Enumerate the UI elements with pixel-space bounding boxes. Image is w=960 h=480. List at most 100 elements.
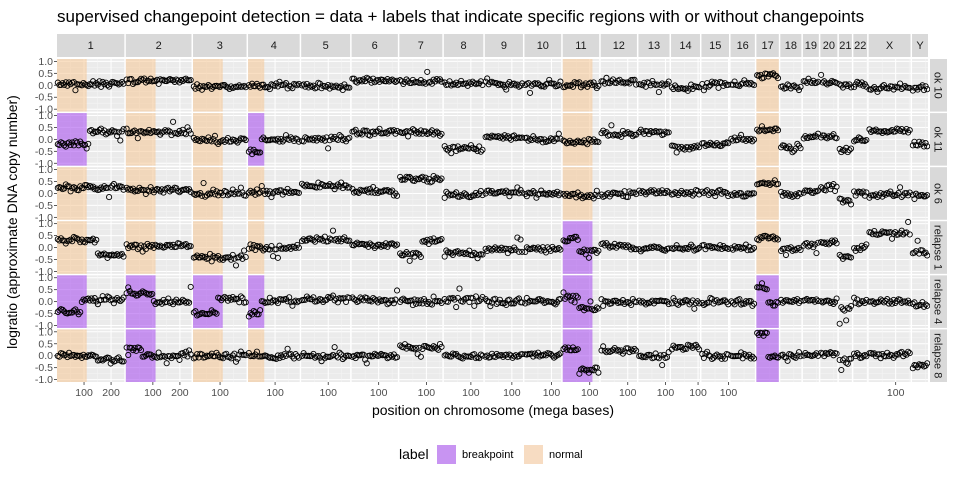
data-point (855, 80, 862, 87)
data-point (83, 182, 90, 189)
data-point (387, 127, 394, 134)
data-point (618, 133, 625, 140)
data-point (624, 194, 631, 201)
data-point (595, 139, 602, 146)
data-point (274, 188, 281, 195)
data-point (394, 77, 401, 84)
data-point (247, 187, 254, 194)
strip-label-chr-9: 9 (501, 40, 507, 52)
data-point (847, 84, 855, 91)
data-point (186, 347, 193, 354)
data-point (346, 184, 353, 191)
data-point (791, 192, 798, 199)
data-point (496, 80, 503, 87)
data-point (362, 356, 369, 363)
data-point (794, 140, 801, 147)
data-point (284, 298, 291, 305)
data-point (257, 307, 264, 314)
data-point (888, 300, 896, 307)
strip-chr-5 (301, 34, 351, 57)
data-point (924, 192, 931, 199)
data-point (61, 142, 68, 149)
data-point (736, 296, 743, 303)
data-point (360, 240, 367, 248)
data-point (123, 184, 130, 191)
data-point (847, 302, 855, 310)
data-point (773, 125, 780, 132)
data-point (331, 344, 338, 351)
data-point (182, 299, 189, 306)
data-point (863, 353, 870, 360)
data-point (860, 245, 867, 252)
data-point (284, 345, 291, 352)
data-point (232, 138, 240, 145)
data-point (587, 298, 594, 305)
data-point (107, 360, 114, 367)
data-point (751, 300, 758, 307)
data-point (409, 126, 416, 133)
data-point (106, 194, 113, 201)
data-point (582, 251, 589, 258)
data-point (705, 83, 712, 90)
data-point (515, 295, 523, 302)
data-point (655, 89, 662, 96)
data-point (861, 137, 868, 145)
data-point (182, 185, 189, 193)
data-point (448, 150, 455, 157)
region-normal (756, 221, 779, 274)
data-point (707, 190, 714, 197)
data-point (451, 296, 458, 303)
data-point (414, 250, 421, 257)
data-point (358, 131, 366, 138)
data-point (245, 313, 252, 320)
data-point (519, 134, 526, 141)
data-point (479, 81, 486, 89)
data-point (847, 145, 855, 152)
data-point (336, 349, 343, 356)
data-point (592, 246, 599, 253)
data-point (531, 350, 538, 357)
y-tick-label: 0.0 (38, 134, 53, 146)
data-point (461, 296, 468, 303)
data-point (906, 350, 913, 357)
data-point (557, 246, 564, 253)
data-point (863, 189, 870, 196)
data-point (721, 80, 729, 87)
region-breakpoint (248, 275, 265, 328)
y-tick-label: -0.5 (35, 146, 53, 158)
strip-label-row-relapse-4: relapse 4 (932, 279, 944, 324)
data-point (182, 241, 189, 248)
data-point (833, 295, 840, 302)
data-point (778, 188, 785, 195)
data-point (813, 250, 820, 257)
data-point (203, 192, 210, 199)
data-point (554, 188, 561, 195)
data-point (797, 190, 804, 197)
data-point (905, 348, 912, 355)
data-point (696, 144, 703, 151)
data-point (903, 299, 910, 306)
data-point (80, 79, 87, 87)
data-point (147, 351, 154, 358)
data-point (563, 293, 570, 300)
data-point (94, 301, 101, 308)
data-point (683, 345, 690, 353)
data-point (914, 237, 921, 244)
data-point (91, 295, 98, 302)
data-point (307, 82, 314, 89)
data-point (424, 68, 431, 75)
data-point (336, 132, 343, 139)
strip-label-chr-y: Y (916, 40, 924, 52)
data-point (117, 80, 124, 87)
strip-label-chr-11: 11 (575, 40, 586, 52)
strip-label-chr-22: 22 (854, 40, 866, 52)
data-point (181, 352, 188, 359)
data-point (406, 173, 413, 181)
y-tick-label: 0.5 (38, 68, 53, 80)
data-point (903, 351, 910, 358)
data-point (833, 350, 840, 357)
data-point (637, 299, 644, 306)
data-point (406, 257, 413, 264)
data-point (729, 246, 737, 253)
data-point (479, 251, 486, 258)
